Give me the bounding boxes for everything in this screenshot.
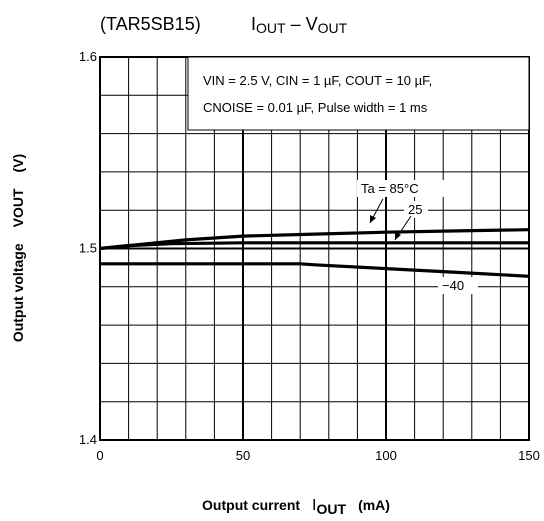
label-bg-25: [404, 201, 428, 218]
conditions-line-1: VIN = 2.5 V, CIN = 1 µF, COUT = 10 µF,: [203, 73, 432, 88]
x-tick-label: 0: [96, 448, 103, 463]
y-axis-label: Output voltageVOUT(V): [10, 154, 26, 342]
series-label-85c: Ta = 85°C: [361, 181, 419, 196]
chart-title-part: (TAR5SB15): [100, 14, 201, 34]
x-tick-label: 150: [518, 448, 540, 463]
x-axis-label: Output current IOUT (mA): [202, 497, 390, 517]
x-tick-label: 100: [375, 448, 397, 463]
label-bg-85: [357, 180, 461, 197]
conditions-line-2: CNOISE = 0.01 µF, Pulse width = 1 ms: [203, 100, 428, 115]
series-line-0: [99, 228, 530, 251]
y-tick-label: 1.6: [79, 49, 97, 64]
tick-labels: 0 50 100 150 1.4 1.5 1.6: [79, 49, 540, 463]
y-tick-label: 1.5: [79, 241, 97, 256]
series-lines: [99, 228, 530, 278]
series-line-2: [100, 262, 530, 278]
arrowhead-25c: [395, 232, 401, 240]
x-tick-label: 50: [236, 448, 250, 463]
y-tick-label: 1.4: [79, 432, 97, 447]
arrowhead-85c: [370, 215, 376, 223]
conditions-box: [187, 56, 530, 131]
series-label-25c: 25: [408, 202, 422, 217]
series-line-1: [99, 241, 529, 251]
series-label-m40c: −40: [442, 278, 464, 293]
chart-title-function: IOUT – VOUT: [251, 14, 348, 36]
label-bg-m40: [438, 277, 478, 294]
